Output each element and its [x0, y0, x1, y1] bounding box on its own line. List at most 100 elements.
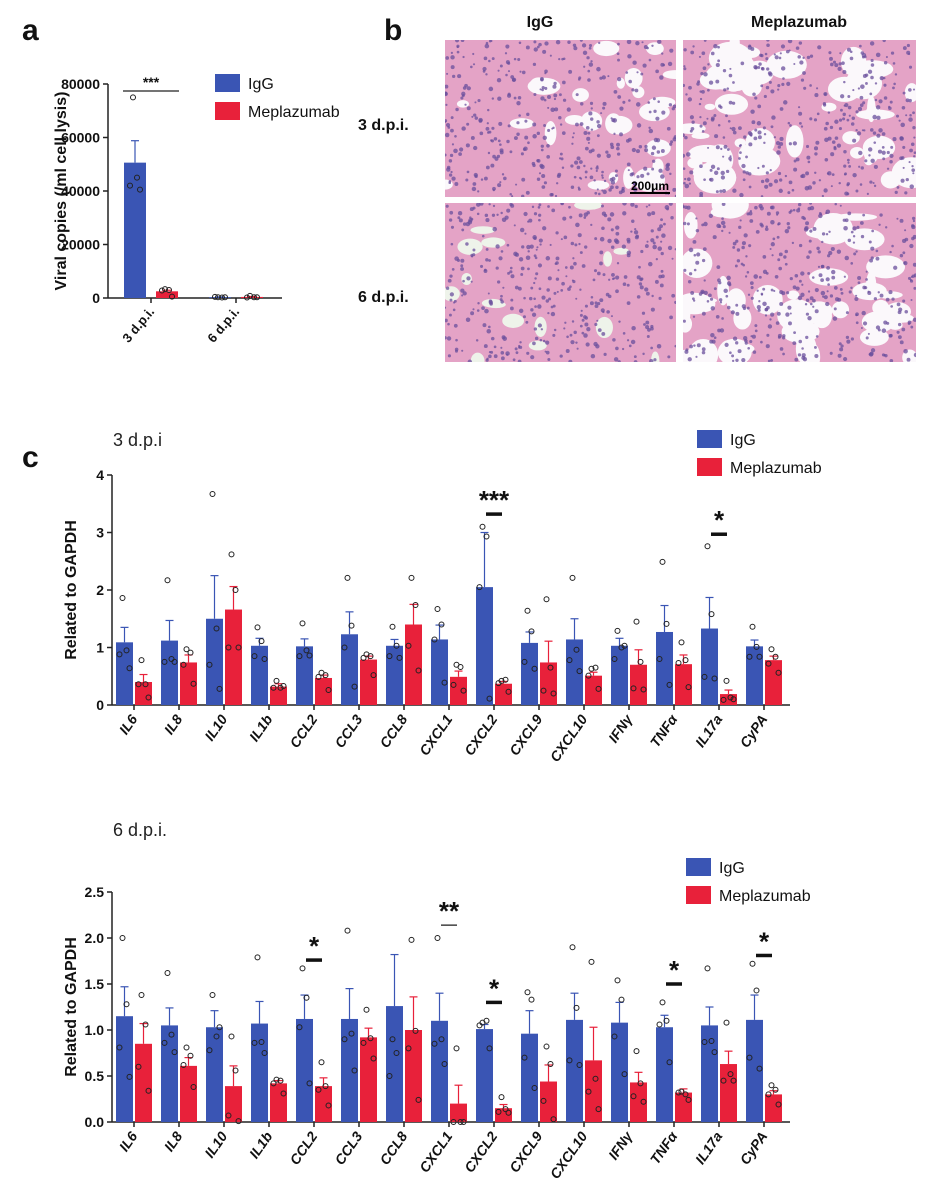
cell-nucleus	[529, 244, 534, 249]
data-point	[123, 647, 130, 654]
data-point	[746, 1054, 753, 1061]
data-point	[450, 681, 457, 688]
cell-nucleus	[528, 218, 533, 223]
cell-nucleus	[633, 355, 637, 359]
cell-nucleus	[445, 286, 450, 290]
cell-nucleus	[450, 55, 455, 60]
data-point	[614, 627, 621, 634]
cell-nucleus	[769, 168, 772, 172]
cell-nucleus	[825, 121, 829, 126]
cell-nucleus	[789, 124, 792, 127]
alveolar-space	[729, 40, 740, 51]
cell-nucleus	[893, 265, 898, 270]
cell-nucleus	[519, 70, 522, 73]
cell-nucleus	[843, 150, 847, 154]
data-point	[483, 533, 490, 540]
cell-nucleus	[777, 88, 780, 91]
cell-nucleus	[579, 122, 584, 126]
data-point	[396, 654, 403, 661]
cell-nucleus	[559, 123, 563, 126]
cell-nucleus	[654, 279, 659, 284]
bar-igg-CXCL2	[476, 587, 493, 705]
cell-nucleus	[648, 204, 651, 207]
cell-nucleus	[466, 106, 471, 111]
data-point	[119, 935, 126, 941]
cell-nucleus	[762, 301, 767, 307]
cell-nucleus	[659, 283, 664, 288]
cell-nucleus	[902, 299, 906, 303]
cell-nucleus	[741, 163, 746, 169]
cell-nucleus	[799, 60, 804, 65]
cell-nucleus	[759, 53, 763, 57]
cell-nucleus	[784, 174, 788, 178]
cell-nucleus	[626, 301, 631, 306]
bar-meplazumab-CyPA	[765, 1094, 782, 1122]
cell-nucleus	[846, 339, 851, 344]
cell-nucleus	[584, 146, 589, 151]
cell-nucleus	[597, 301, 601, 306]
cell-nucleus	[548, 297, 552, 301]
cell-nucleus	[820, 264, 825, 269]
cell-nucleus	[873, 297, 878, 301]
cell-nucleus	[594, 191, 598, 195]
data-point	[618, 644, 625, 651]
cell-nucleus	[868, 154, 871, 157]
data-point	[457, 1119, 464, 1125]
cell-nucleus	[542, 49, 547, 54]
cell-nucleus	[728, 100, 733, 105]
cell-nucleus	[732, 188, 737, 193]
data-point	[322, 672, 329, 679]
cell-nucleus	[466, 276, 471, 281]
x-tick-label: IL8	[161, 1128, 186, 1154]
cell-nucleus	[570, 241, 575, 246]
cell-nucleus	[883, 83, 887, 87]
cell-nucleus	[459, 147, 464, 152]
cell-nucleus	[825, 209, 831, 215]
cell-nucleus	[535, 272, 539, 276]
cell-nucleus	[633, 187, 638, 192]
cell-nucleus	[743, 233, 748, 238]
cell-nucleus	[900, 178, 905, 183]
cell-nucleus	[549, 192, 553, 197]
legend-label-meplazumab: Meplazumab	[248, 104, 340, 121]
cell-nucleus	[451, 268, 455, 271]
cell-nucleus	[755, 230, 760, 234]
cell-nucleus	[699, 116, 702, 119]
bar-igg-CCL3	[341, 634, 358, 705]
cell-nucleus	[765, 85, 770, 90]
cell-nucleus	[828, 51, 832, 55]
cell-nucleus	[713, 336, 717, 340]
cell-nucleus	[702, 66, 707, 71]
cell-nucleus	[616, 262, 620, 265]
cell-nucleus	[815, 140, 820, 145]
cell-nucleus	[518, 344, 521, 348]
cell-nucleus	[586, 327, 591, 332]
cell-nucleus	[576, 347, 579, 350]
cell-nucleus	[575, 93, 579, 97]
cell-nucleus	[742, 178, 746, 182]
cell-nucleus	[855, 189, 859, 193]
cell-nucleus	[783, 255, 787, 259]
data-point	[228, 1033, 235, 1040]
y-tick-label: 1	[96, 640, 104, 656]
cell-nucleus	[488, 86, 494, 92]
alveolar-space	[613, 247, 630, 255]
data-point	[116, 651, 123, 658]
cell-nucleus	[541, 85, 545, 90]
cell-nucleus	[699, 164, 703, 169]
cell-nucleus	[657, 246, 662, 251]
cell-nucleus	[568, 69, 573, 74]
cell-nucleus	[688, 272, 693, 276]
cell-nucleus	[798, 339, 803, 344]
cell-nucleus	[721, 217, 724, 220]
cell-nucleus	[824, 157, 829, 162]
bar-meplazumab-CCL3	[360, 1037, 377, 1122]
data-point	[351, 1067, 358, 1074]
cell-nucleus	[897, 322, 902, 327]
cell-nucleus	[545, 256, 551, 261]
cell-nucleus	[555, 256, 560, 261]
x-tick-label: CyPA	[737, 712, 771, 751]
data-point	[495, 680, 502, 687]
data-point	[254, 954, 261, 961]
